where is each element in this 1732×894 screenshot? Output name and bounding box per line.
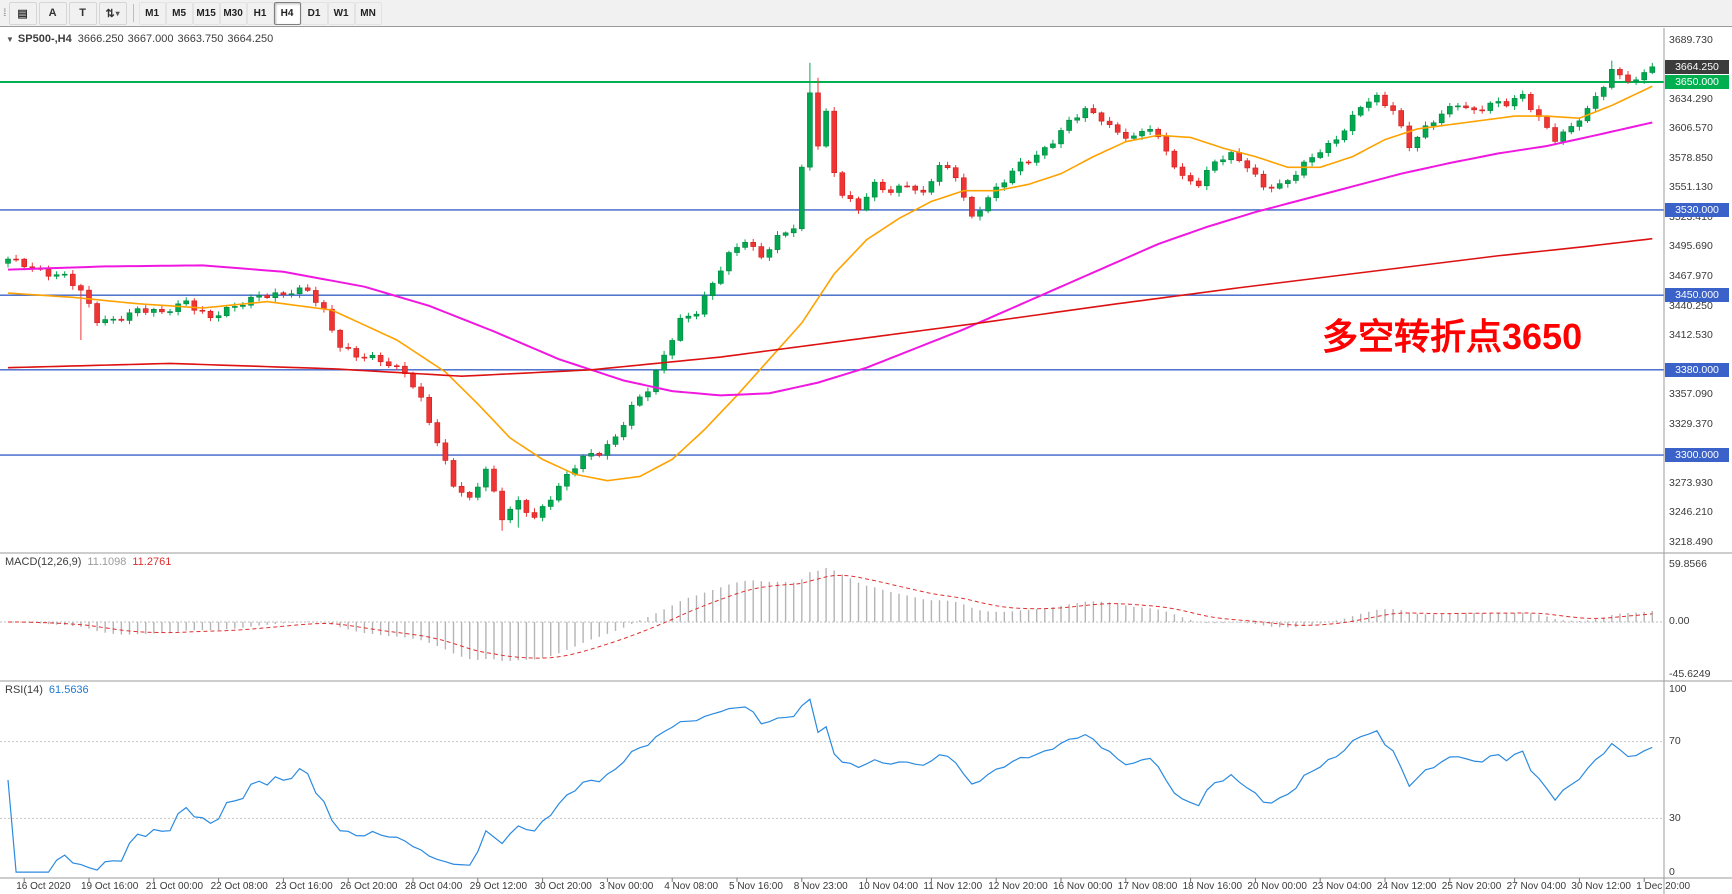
toolbar: ⁞⁞ ▤ A T ⇅ ▾ M1 M5 M15 M30 H1 H4 D1 W1 MN [0, 0, 1732, 27]
toolbar-separator [132, 4, 134, 22]
ma-mid-magenta [7, 121, 1653, 397]
chart-window-icon: ▤ [17, 7, 28, 20]
chevron-down-icon: ▾ [115, 8, 120, 18]
text-tool-button[interactable]: T [68, 1, 97, 25]
timeframe-button-h1[interactable]: H1 [246, 1, 274, 25]
timeframe-button-m30[interactable]: M30 [219, 1, 247, 25]
cursor-button[interactable]: A [38, 1, 67, 25]
ma-slow-red [7, 237, 1653, 378]
toolbar-grip-icon[interactable]: ⁞⁞ [3, 7, 6, 19]
macd-panel [0, 568, 1664, 662]
macd-signal-line [7, 574, 1653, 659]
candlestick-series [5, 60, 1656, 531]
timeframe-button-m1[interactable]: M1 [138, 1, 166, 25]
timeframe-button-m15[interactable]: M15 [192, 1, 220, 25]
swap-arrows-icon: ⇅ [105, 7, 115, 20]
timeframe-button-mn[interactable]: MN [354, 1, 382, 25]
chart-window-button[interactable]: ▤ [8, 1, 37, 25]
timeframe-button-m5[interactable]: M5 [165, 1, 193, 25]
timeframe-buttons: M1 M5 M15 M30 H1 H4 D1 W1 MN [138, 1, 382, 25]
timeframe-button-d1[interactable]: D1 [300, 1, 328, 25]
scale-swap-button[interactable]: ⇅ ▾ [98, 1, 127, 25]
rsi-line [7, 698, 1653, 873]
ma-fast-orange [7, 85, 1653, 482]
timeframe-button-h4[interactable]: H4 [273, 1, 301, 25]
rsi-panel [0, 698, 1664, 873]
timeframe-button-w1[interactable]: W1 [327, 1, 355, 25]
